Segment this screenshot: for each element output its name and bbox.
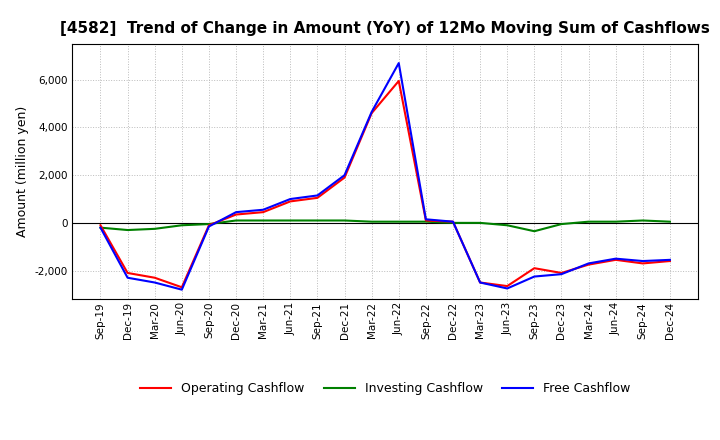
- Free Cashflow: [476, 280, 485, 285]
- Investing Cashflow: [259, 218, 268, 223]
- Free Cashflow: [421, 216, 430, 222]
- Investing Cashflow: [367, 219, 376, 224]
- Investing Cashflow: [395, 219, 403, 224]
- Free Cashflow: [530, 274, 539, 279]
- Operating Cashflow: [449, 219, 457, 224]
- Investing Cashflow: [421, 219, 430, 224]
- Operating Cashflow: [476, 280, 485, 285]
- Operating Cashflow: [639, 261, 647, 266]
- Title: [4582]  Trend of Change in Amount (YoY) of 12Mo Moving Sum of Cashflows: [4582] Trend of Change in Amount (YoY) o…: [60, 21, 710, 36]
- Free Cashflow: [611, 256, 620, 261]
- Operating Cashflow: [367, 110, 376, 116]
- Operating Cashflow: [232, 212, 240, 217]
- Free Cashflow: [259, 207, 268, 213]
- Investing Cashflow: [639, 218, 647, 223]
- Investing Cashflow: [449, 220, 457, 226]
- Free Cashflow: [341, 172, 349, 178]
- Operating Cashflow: [150, 275, 159, 280]
- Investing Cashflow: [341, 218, 349, 223]
- Investing Cashflow: [178, 223, 186, 228]
- Free Cashflow: [204, 224, 213, 229]
- Free Cashflow: [313, 193, 322, 198]
- Operating Cashflow: [204, 223, 213, 228]
- Operating Cashflow: [503, 283, 511, 289]
- Operating Cashflow: [557, 270, 566, 275]
- Free Cashflow: [232, 209, 240, 215]
- Investing Cashflow: [123, 227, 132, 233]
- Operating Cashflow: [96, 223, 105, 228]
- Investing Cashflow: [665, 219, 674, 224]
- Investing Cashflow: [584, 219, 593, 224]
- Investing Cashflow: [557, 221, 566, 227]
- Legend: Operating Cashflow, Investing Cashflow, Free Cashflow: Operating Cashflow, Investing Cashflow, …: [135, 377, 635, 400]
- Investing Cashflow: [503, 223, 511, 228]
- Free Cashflow: [367, 109, 376, 114]
- Operating Cashflow: [313, 195, 322, 201]
- Operating Cashflow: [395, 78, 403, 84]
- Free Cashflow: [503, 286, 511, 291]
- Operating Cashflow: [286, 199, 294, 204]
- Operating Cashflow: [259, 209, 268, 215]
- Investing Cashflow: [204, 221, 213, 227]
- Line: Free Cashflow: Free Cashflow: [101, 63, 670, 290]
- Operating Cashflow: [421, 218, 430, 223]
- Free Cashflow: [665, 257, 674, 263]
- Investing Cashflow: [476, 220, 485, 226]
- Investing Cashflow: [286, 218, 294, 223]
- Free Cashflow: [639, 258, 647, 264]
- Line: Investing Cashflow: Investing Cashflow: [101, 220, 670, 231]
- Free Cashflow: [584, 261, 593, 266]
- Y-axis label: Amount (million yen): Amount (million yen): [16, 106, 29, 237]
- Operating Cashflow: [341, 175, 349, 180]
- Free Cashflow: [557, 271, 566, 277]
- Free Cashflow: [449, 219, 457, 224]
- Operating Cashflow: [611, 257, 620, 263]
- Operating Cashflow: [178, 285, 186, 290]
- Free Cashflow: [150, 280, 159, 285]
- Investing Cashflow: [150, 226, 159, 231]
- Free Cashflow: [286, 196, 294, 202]
- Operating Cashflow: [123, 270, 132, 275]
- Investing Cashflow: [530, 229, 539, 234]
- Operating Cashflow: [530, 266, 539, 271]
- Free Cashflow: [123, 275, 132, 280]
- Operating Cashflow: [584, 262, 593, 267]
- Investing Cashflow: [611, 219, 620, 224]
- Investing Cashflow: [96, 225, 105, 230]
- Free Cashflow: [178, 287, 186, 292]
- Line: Operating Cashflow: Operating Cashflow: [101, 81, 670, 287]
- Investing Cashflow: [232, 218, 240, 223]
- Free Cashflow: [395, 60, 403, 66]
- Operating Cashflow: [665, 258, 674, 264]
- Free Cashflow: [96, 225, 105, 230]
- Investing Cashflow: [313, 218, 322, 223]
